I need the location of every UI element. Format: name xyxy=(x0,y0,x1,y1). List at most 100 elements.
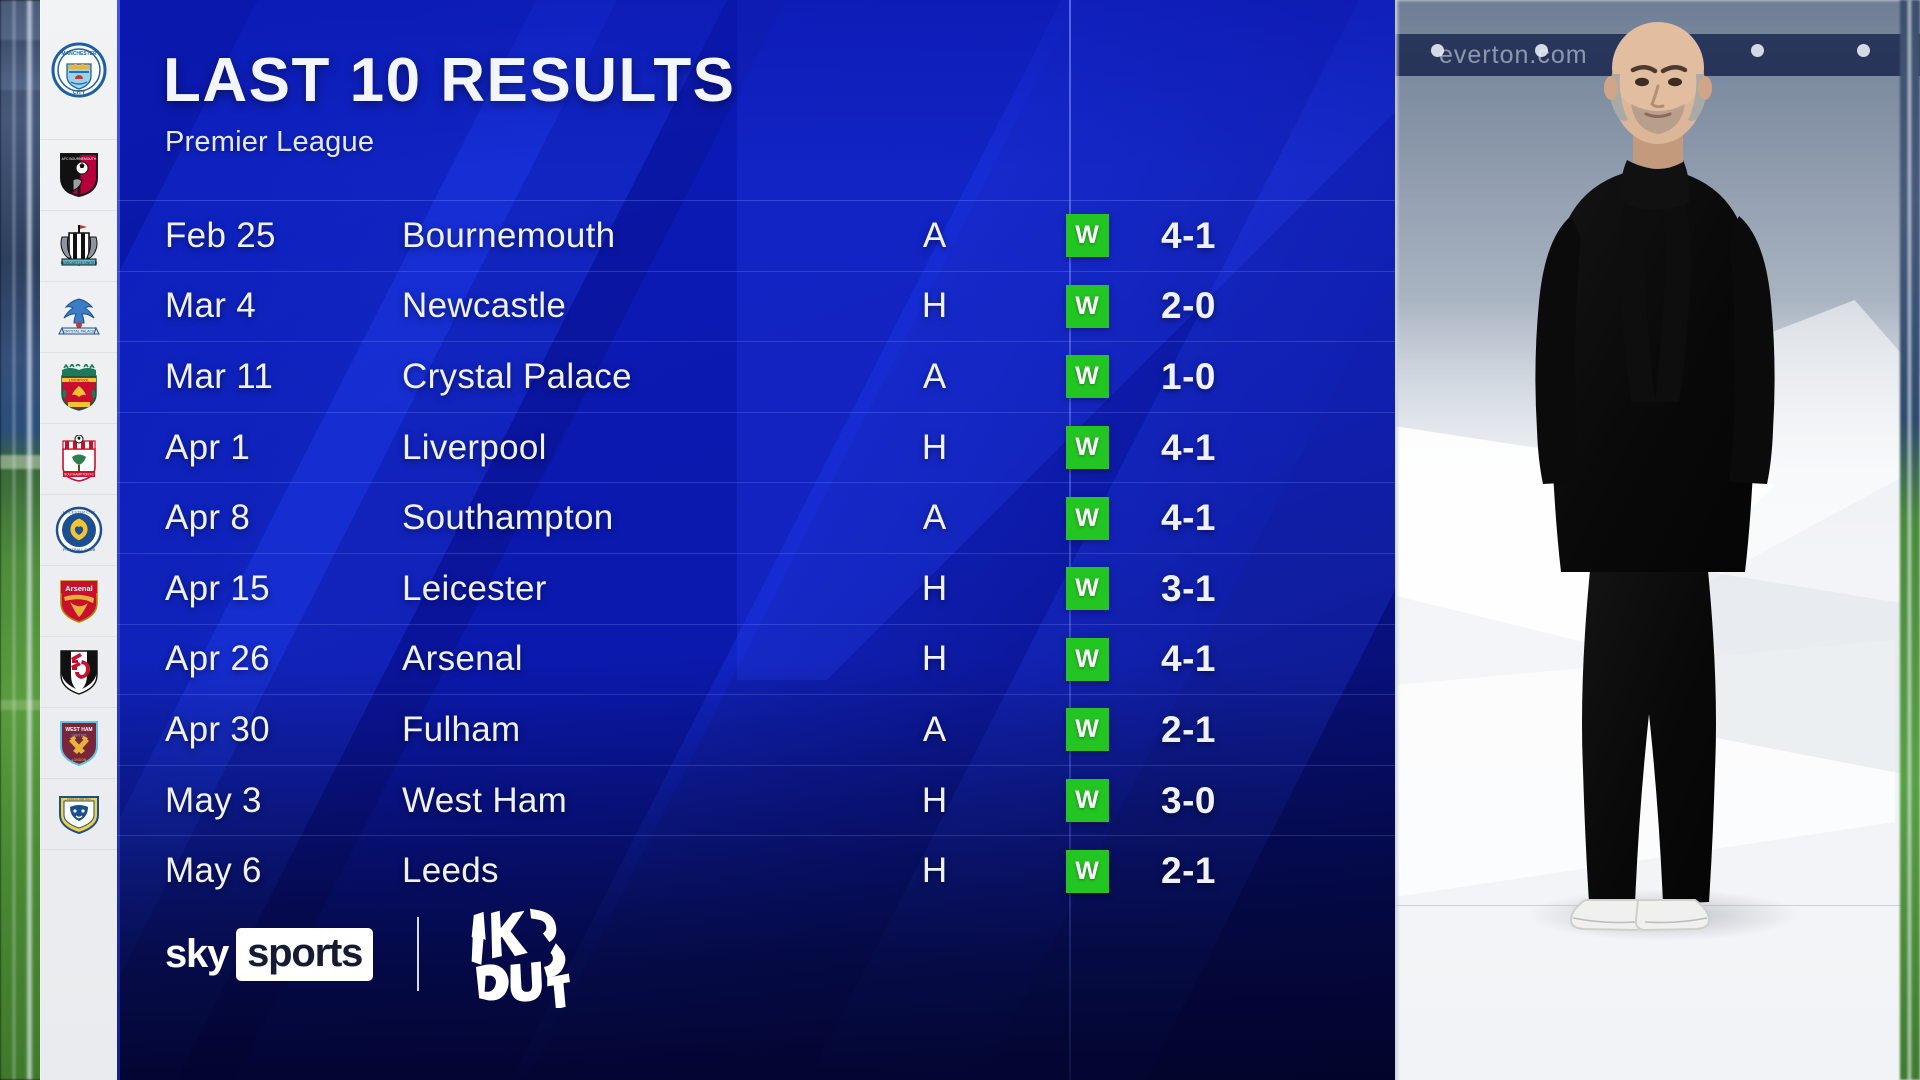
result-date: Apr 8 xyxy=(165,498,251,538)
table-row[interactable]: Apr 8 Southampton A W 4-1 xyxy=(117,482,1395,553)
kick-it-out-logo xyxy=(471,908,571,1008)
svg-text:NEWCASTLE UNITED: NEWCASTLE UNITED xyxy=(60,261,97,265)
crest-item-leeds[interactable]: LEEDS UNITED xyxy=(40,779,117,850)
svg-text:UNITED: UNITED xyxy=(71,733,86,738)
photo-left-edge xyxy=(1395,0,1400,1080)
results-column-divider xyxy=(1069,0,1071,1080)
result-badge-cell: W xyxy=(1027,214,1147,258)
result-badge-cell: W xyxy=(1027,849,1147,893)
table-row[interactable]: Mar 11 Crystal Palace A W 1-0 xyxy=(117,341,1395,412)
manager-photo-panel: everton.com xyxy=(1395,0,1920,1080)
crest-item-arsenal[interactable]: Arsenal xyxy=(40,566,117,637)
svg-text:SOUTHAMPTON FC: SOUTHAMPTON FC xyxy=(64,473,95,477)
results-table: Feb 25 Bournemouth A W 4-1 Mar 4 Newcastle H W 2-… xyxy=(117,200,1395,906)
table-row[interactable]: Apr 1 Liverpool H W 4-1 xyxy=(117,411,1395,483)
crest-item-fulham[interactable] xyxy=(40,637,117,708)
result-outcome-badge: W xyxy=(1065,284,1109,328)
crest-item-manchester-city[interactable]: MANCHESTER CITY xyxy=(40,0,117,140)
result-team: Fulham xyxy=(402,709,521,749)
svg-text:FOOTBALL CLUB: FOOTBALL CLUB xyxy=(62,547,95,552)
result-date: Apr 30 xyxy=(165,709,270,749)
page-subtitle: Premier League xyxy=(165,126,375,158)
leeds-crest: LEEDS UNITED xyxy=(58,796,99,835)
svg-text:LIVERPOOL: LIVERPOOL xyxy=(68,378,88,382)
result-venue: A xyxy=(922,709,947,749)
result-date: Feb 25 xyxy=(165,215,276,255)
west-ham-crest: WEST HAM UNITED LONDON xyxy=(59,721,98,767)
crest-item-newcastle[interactable]: NEWCASTLE UNITED xyxy=(40,211,117,282)
result-venue: H xyxy=(921,427,948,467)
svg-text:CITY: CITY xyxy=(72,90,85,96)
result-date: Apr 26 xyxy=(165,639,270,679)
top-gradient-wash xyxy=(117,0,1395,170)
result-outcome-badge: W xyxy=(1065,708,1109,752)
result-badge-cell: W xyxy=(1027,637,1147,681)
result-venue: A xyxy=(922,215,947,255)
result-badge-cell: W xyxy=(1027,567,1147,611)
result-score: 4-1 xyxy=(1161,638,1216,680)
result-team: Crystal Palace xyxy=(402,356,632,396)
result-outcome-badge: W xyxy=(1065,426,1109,470)
sports-box: sports xyxy=(236,927,374,981)
result-score: 4-1 xyxy=(1161,214,1216,256)
table-row[interactable]: Feb 25 Bournemouth A W 4-1 xyxy=(117,200,1395,271)
result-score: 4-1 xyxy=(1161,497,1216,539)
result-badge-cell: W xyxy=(1027,496,1147,540)
result-badge-cell: W xyxy=(1027,284,1147,328)
arsenal-crest: Arsenal xyxy=(59,580,98,623)
crest-item-liverpool[interactable]: LIVERPOOL xyxy=(40,353,117,424)
result-score: 3-0 xyxy=(1161,779,1216,821)
crest-item-southampton[interactable]: SOUTHAMPTON FC xyxy=(40,424,117,495)
result-date: May 6 xyxy=(165,851,262,891)
result-outcome-badge: W xyxy=(1065,496,1109,540)
svg-text:AFC BOURNEMOUTH: AFC BOURNEMOUTH xyxy=(61,157,96,161)
result-team: Newcastle xyxy=(402,286,567,326)
result-venue: H xyxy=(921,568,948,608)
result-venue: H xyxy=(921,639,948,679)
result-outcome-badge: W xyxy=(1065,637,1109,681)
table-row[interactable]: May 3 West Ham H W 3-0 xyxy=(117,764,1395,836)
result-outcome-badge: W xyxy=(1065,355,1109,399)
svg-text:LEICESTER CITY: LEICESTER CITY xyxy=(62,510,95,515)
result-score: 1-0 xyxy=(1161,355,1216,397)
result-date: May 3 xyxy=(165,780,262,820)
result-venue: A xyxy=(922,356,947,396)
crest-item-crystal-palace[interactable]: CRYSTAL PALACE xyxy=(40,282,117,353)
svg-text:LONDON: LONDON xyxy=(71,758,86,762)
svg-text:LEEDS UNITED: LEEDS UNITED xyxy=(67,797,91,801)
table-row[interactable]: Apr 15 Leicester H W 3-1 xyxy=(117,552,1395,624)
result-score: 2-1 xyxy=(1161,850,1216,892)
result-outcome-badge: W xyxy=(1065,214,1109,258)
crest-item-leicester[interactable]: LEICESTER CITY FOOTBALL CLUB xyxy=(40,495,117,566)
result-team: Bournemouth xyxy=(402,215,616,255)
crest-item-west-ham[interactable]: WEST HAM UNITED LONDON xyxy=(40,708,117,779)
sky-sports-logo: sky sports xyxy=(165,927,374,981)
result-team: Leicester xyxy=(402,568,547,608)
result-score: 4-1 xyxy=(1161,426,1216,468)
sports-word: sports xyxy=(247,930,363,975)
result-badge-cell: W xyxy=(1027,708,1147,752)
table-row[interactable]: Mar 4 Newcastle H W 2-0 xyxy=(117,270,1395,342)
panel-left-edge xyxy=(117,0,120,1080)
bournemouth-crest: AFC BOURNEMOUTH xyxy=(59,153,98,198)
result-score: 2-0 xyxy=(1161,285,1216,327)
svg-text:MANCHESTER: MANCHESTER xyxy=(61,51,97,57)
results-panel: LAST 10 RESULTS Premier League Feb 25 Bou… xyxy=(117,0,1395,1080)
table-row[interactable]: Apr 26 Arsenal H W 4-1 xyxy=(117,623,1395,695)
result-date: Apr 15 xyxy=(165,568,270,608)
crest-item-bournemouth[interactable]: AFC BOURNEMOUTH xyxy=(40,140,117,211)
stadium-backdrop-far-right xyxy=(1900,0,1920,1080)
result-team: Leeds xyxy=(402,851,499,891)
manchester-city-crest: MANCHESTER CITY xyxy=(51,42,106,97)
svg-text:Arsenal: Arsenal xyxy=(65,584,93,593)
result-outcome-badge: W xyxy=(1065,567,1109,611)
table-row[interactable]: Apr 30 Fulham A W 2-1 xyxy=(117,694,1395,765)
southampton-crest: SOUTHAMPTON FC xyxy=(61,435,96,482)
leicester-crest: LEICESTER CITY FOOTBALL CLUB xyxy=(55,506,102,554)
table-row[interactable]: May 6 Leeds H W 2-1 xyxy=(117,835,1395,906)
result-team: Liverpool xyxy=(402,427,547,467)
result-date: Mar 4 xyxy=(165,286,256,326)
result-team: West Ham xyxy=(402,780,568,820)
result-date: Apr 1 xyxy=(165,427,251,467)
